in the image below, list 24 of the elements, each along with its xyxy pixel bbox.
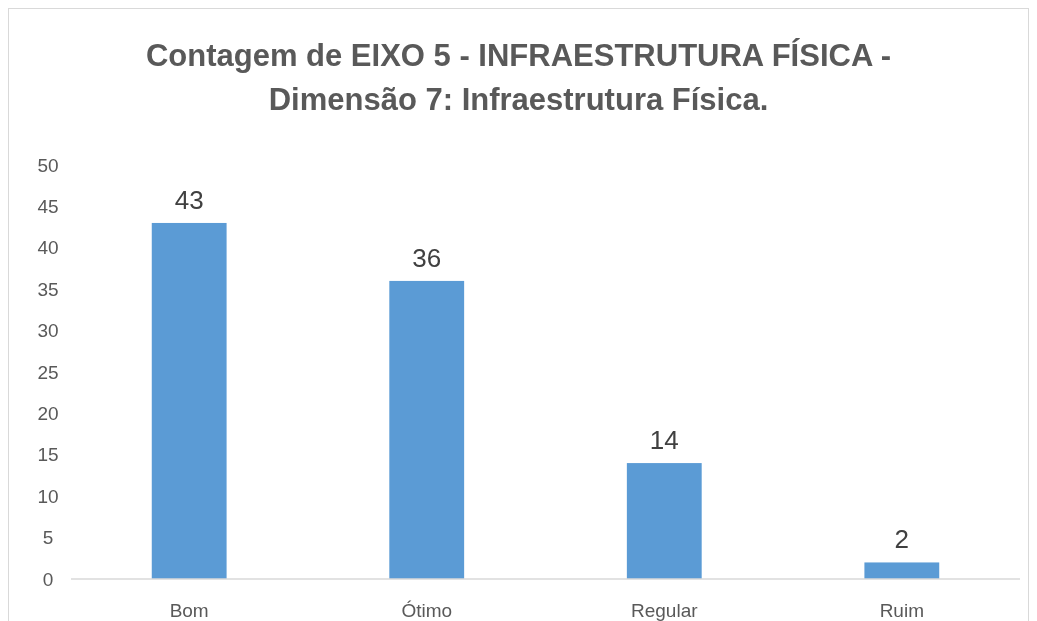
- y-tick-label: 5: [42, 527, 54, 549]
- data-label: 36: [412, 242, 442, 273]
- y-tick-label: 20: [37, 403, 59, 425]
- x-tick-label: Bom: [169, 600, 209, 621]
- data-label: 14: [649, 425, 679, 456]
- data-label: 43: [174, 184, 204, 215]
- bar: [864, 562, 940, 579]
- bar: [626, 463, 702, 579]
- y-tick-label: 35: [37, 278, 59, 300]
- y-tick-label: 25: [37, 361, 59, 383]
- y-tick-label: 15: [37, 444, 59, 466]
- y-tick-label: 0: [42, 568, 54, 590]
- x-tick-label: Regular: [631, 600, 699, 621]
- y-tick-label: 40: [37, 237, 59, 259]
- y-tick-label: 30: [37, 320, 59, 342]
- x-tick-label: Ótimo: [401, 600, 453, 621]
- y-tick-label: 50: [37, 154, 59, 176]
- y-tick-label: 45: [37, 196, 59, 218]
- bar: [389, 280, 465, 579]
- x-tick-label: Ruim: [879, 600, 924, 621]
- y-tick-label: 10: [37, 485, 59, 507]
- data-label: 2: [894, 524, 910, 555]
- bar: [151, 222, 227, 579]
- chart-title: Contagem de EIXO 5 - INFRAESTRUTURA FÍSICA - Dimensão 7: Infraestrutura Física.: [145, 38, 892, 117]
